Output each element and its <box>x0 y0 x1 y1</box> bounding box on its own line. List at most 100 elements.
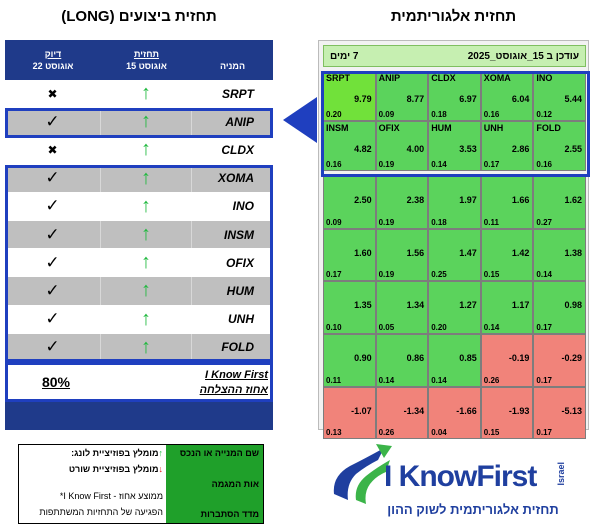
cell-predictability: 0.14 <box>378 376 395 385</box>
legend-short: ↓מומלץ בפוזיציית שורט <box>69 464 163 474</box>
cell-predictability: 0.13 <box>326 428 342 437</box>
cell-signal: -0.19 <box>508 353 530 363</box>
heatmap-cell: -1.66 0.04 <box>428 387 481 439</box>
check-icon: ✓ <box>5 192 101 220</box>
cell-signal: 1.27 <box>459 300 477 310</box>
heatmap-cell: 2.38 0.19 <box>375 176 429 229</box>
cell-predictability: 0.14 <box>431 160 447 169</box>
cell-predictability: 0.18 <box>431 110 447 119</box>
cell-predictability: 0.19 <box>378 218 395 227</box>
table-row: ✓ ↑ ANIP <box>5 108 273 137</box>
up-arrow-icon: ↑ <box>101 192 192 220</box>
cell-predictability: 0.17 <box>483 160 500 169</box>
cell-predictability: 0.26 <box>378 428 395 437</box>
success-rate-label: I Know First אחוז ההצלחה <box>188 368 268 398</box>
legend-long: ↑מומלץ בפוזיציית לונג: <box>71 448 163 458</box>
heatmap-updated-label: עודכן ב 15_אוגוסט_2025 <box>467 50 579 62</box>
cell-predictability: 0.26 <box>483 376 500 385</box>
cell-ticker: SRPT <box>326 73 351 83</box>
cell-predictability: 0.16 <box>483 110 500 119</box>
heatmap-cell: 1.47 0.25 <box>428 229 481 281</box>
cell-ticker: UNH <box>483 123 504 133</box>
performance-forecast-title: תחזית ביצועים (LONG) <box>61 8 217 25</box>
heatmap-cell: 1.38 0.14 <box>533 229 586 281</box>
success-rate-row: 80% I Know First אחוז ההצלחה <box>5 362 273 402</box>
logo-country: Israel <box>556 462 566 486</box>
cell-predictability: 0.05 <box>378 323 395 332</box>
company-header-label: המניה <box>219 61 246 71</box>
cell-ticker: ANIP <box>378 73 401 83</box>
company-header: המניה <box>192 40 273 80</box>
up-arrow-icon: ↑ <box>158 448 164 458</box>
cell-signal: 2.38 <box>406 195 425 205</box>
cell-signal: -0.29 <box>561 353 582 363</box>
cell-signal: 9.79 <box>354 94 372 104</box>
heatmap-cell: 1.97 0.18 <box>428 176 481 229</box>
legend-box: ↑מומלץ בפוזיציית לונג: ↓מומלץ בפוזיציית … <box>18 444 264 524</box>
pointer-triangle-icon <box>283 97 317 143</box>
ticker-label: INSM <box>192 220 273 249</box>
cross-icon: ✖ <box>5 80 101 108</box>
cell-signal: -1.34 <box>403 406 425 416</box>
heatmap-cell: 1.62 0.27 <box>533 176 586 229</box>
heatmap-cell: UNH 2.86 0.17 <box>480 121 534 171</box>
cell-signal: 1.34 <box>406 300 425 310</box>
cell-predictability: 0.14 <box>536 270 552 279</box>
forecast-header-date: 15 אוגוסט <box>126 61 167 71</box>
cell-signal: 4.82 <box>354 144 372 154</box>
check-icon: ✓ <box>5 305 101 333</box>
heatmap-cell: 1.34 0.05 <box>375 281 429 334</box>
cell-predictability: 0.04 <box>431 428 447 437</box>
cell-signal: 6.04 <box>511 94 530 104</box>
table-row: ✓ ↑ FOLD <box>5 333 273 362</box>
heatmap-cell: -0.29 0.17 <box>533 334 586 387</box>
cell-predictability: 0.20 <box>326 110 342 119</box>
heatmap-cell: 1.17 0.14 <box>480 281 534 334</box>
cell-predictability: 0.11 <box>483 218 499 227</box>
cell-signal: 1.60 <box>354 248 372 258</box>
success-rate-brand: I Know First <box>205 369 268 381</box>
cell-signal: 0.90 <box>354 353 372 363</box>
cell-predictability: 0.19 <box>378 160 395 169</box>
cell-predictability: 0.14 <box>483 323 500 332</box>
cell-predictability: 0.18 <box>431 218 447 227</box>
heatmap-header: עודכן ב 15_אוגוסט_2025 7 ימים <box>323 45 586 67</box>
legend-short-label: מומלץ בפוזיציית שורט <box>68 464 159 474</box>
cell-predictability: 0.09 <box>378 110 395 119</box>
ticker-label: OFIX <box>192 249 273 277</box>
cell-signal: 1.62 <box>564 195 582 205</box>
iknowfirst-logo: I KnowFirst Israel תחזית אלגוריתמית לשוק… <box>318 440 589 525</box>
heatmap-cell: FOLD 2.55 0.16 <box>533 121 586 171</box>
legend-key-signal: אות המגמה <box>211 479 259 489</box>
ticker-label: UNH <box>192 305 273 333</box>
heatmap-horizon-label: 7 ימים <box>330 50 359 62</box>
cell-signal: 0.86 <box>406 353 425 363</box>
up-arrow-icon: ↑ <box>101 220 192 249</box>
top-picks-highlight <box>321 71 590 177</box>
cross-icon: ✖ <box>5 136 101 164</box>
heatmap-cell: 0.98 0.17 <box>533 281 586 334</box>
heatmap-cell: 0.90 0.11 <box>323 334 376 387</box>
ticker-label: HUM <box>192 277 273 305</box>
cell-predictability: 0.20 <box>431 323 447 332</box>
up-arrow-icon: ↑ <box>101 333 192 361</box>
success-rate-text: אחוז ההצלחה <box>199 384 268 396</box>
check-icon: ✓ <box>5 333 101 361</box>
cell-signal: -1.93 <box>508 406 530 416</box>
legend-long-label: מומלץ בפוזיציית לונג: <box>71 448 159 458</box>
up-arrow-icon: ↑ <box>101 136 192 164</box>
table-row: ✓ ↑ OFIX <box>5 249 273 278</box>
ticker-label: XOMA <box>192 164 273 192</box>
legend-cell-key: שם המנייה או הנכס אות המגמה מדד הסתברות <box>166 445 263 523</box>
cell-signal: -1.07 <box>351 406 372 416</box>
cell-signal: 1.47 <box>459 248 477 258</box>
heatmap-cell: INO 5.44 0.12 <box>533 71 586 121</box>
table-row: ✖ ↑ SRPT <box>5 80 273 109</box>
legend-brand-line2: הפגיעה של התחזיות המשתתפות <box>39 507 163 517</box>
legend-explanations: ↑מומלץ בפוזיציית לונג: ↓מומלץ בפוזיציית … <box>21 445 166 523</box>
forecast-heatmap: עודכן ב 15_אוגוסט_2025 7 ימים SRPT 9.79 0.… <box>318 40 590 439</box>
down-arrow-icon: ↓ <box>158 464 164 474</box>
cell-predictability: 0.15 <box>483 270 500 279</box>
cell-signal: 8.77 <box>406 94 425 104</box>
check-icon: ✓ <box>5 164 101 192</box>
